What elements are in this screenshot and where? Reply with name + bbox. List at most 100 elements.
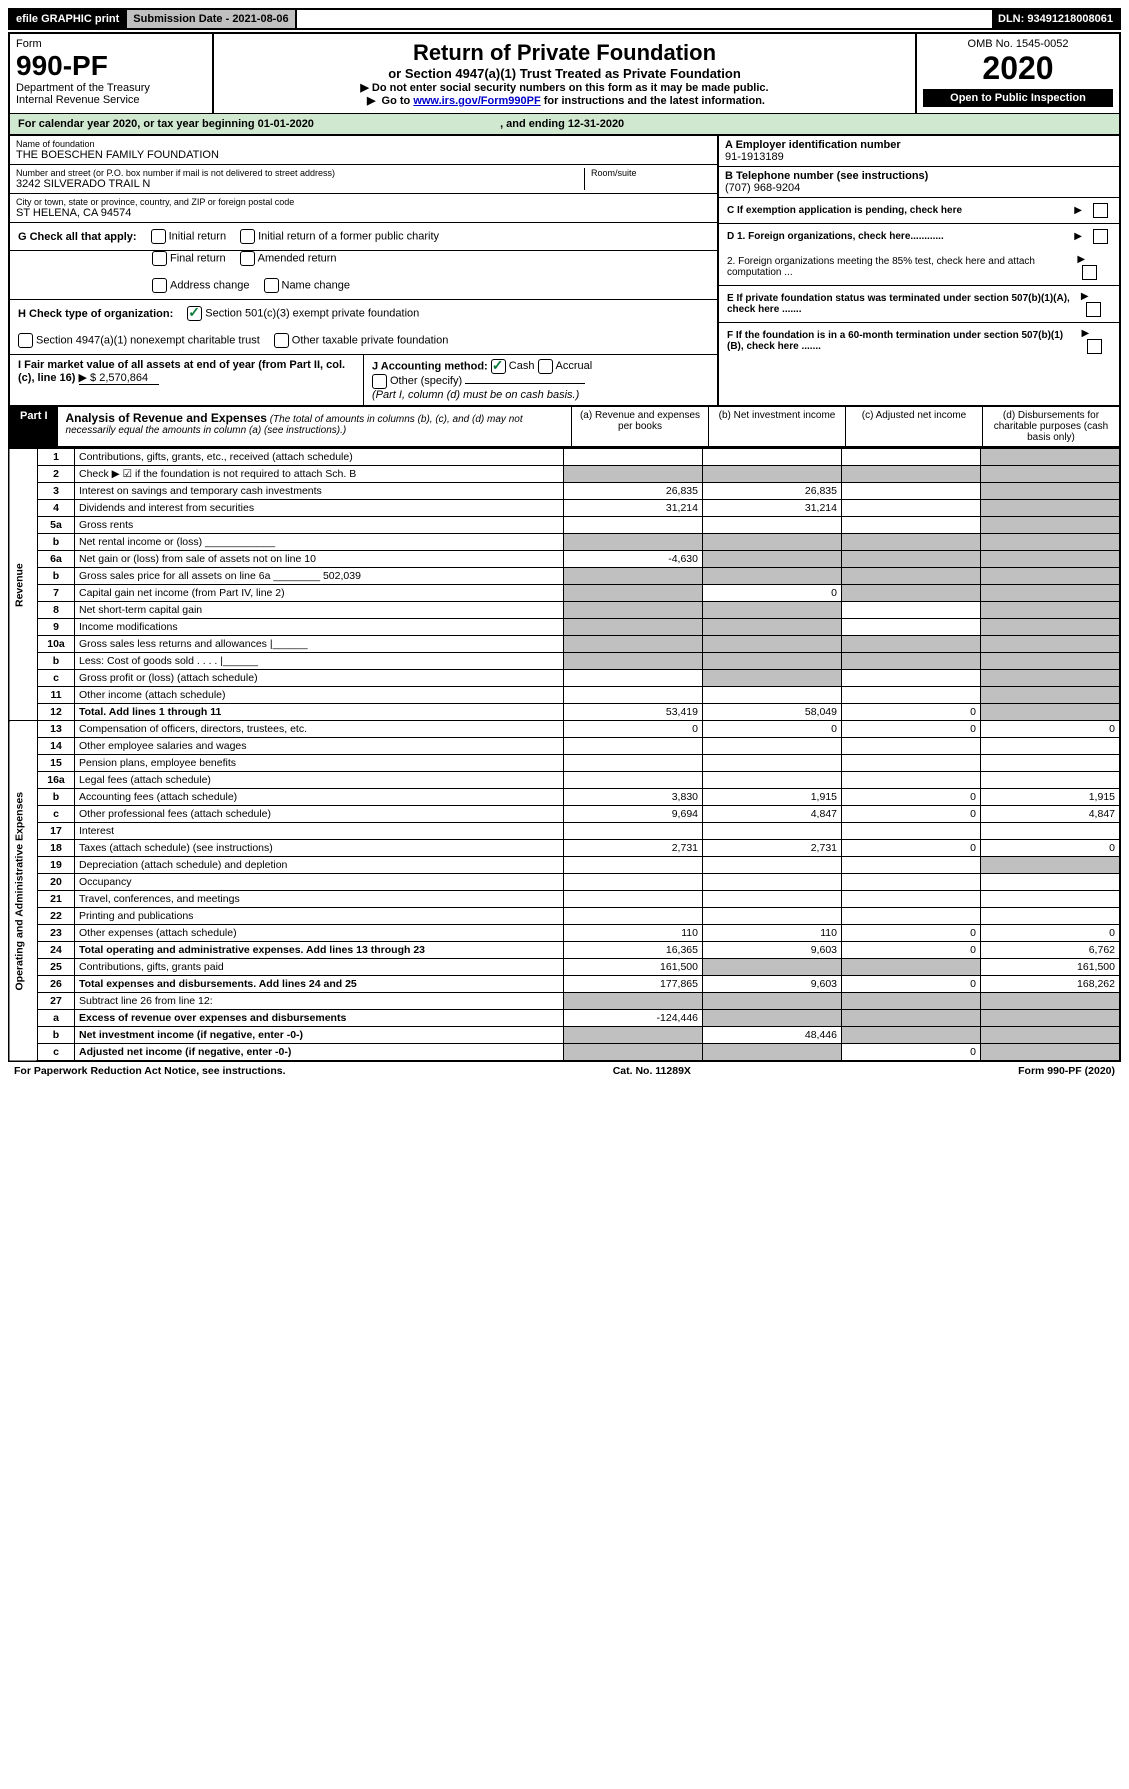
row-desc: Compensation of officers, directors, tru… [75, 721, 564, 738]
cell-c [842, 993, 981, 1010]
d1-label: D 1. Foreign organizations, check here..… [727, 231, 944, 242]
cell-a: 0 [564, 721, 703, 738]
row-desc: Interest on savings and temporary cash i… [75, 483, 564, 500]
cell-a [564, 602, 703, 619]
cb-initial[interactable] [151, 229, 166, 244]
row-desc: Capital gain net income (from Part IV, l… [75, 585, 564, 602]
cell-a [564, 823, 703, 840]
cb-d1[interactable] [1093, 229, 1108, 244]
form-url-link[interactable]: www.irs.gov/Form990PF [413, 95, 540, 107]
ein-label: A Employer identification number [725, 139, 1113, 151]
cell-d [981, 585, 1121, 602]
cell-a [564, 534, 703, 551]
cell-c: 0 [842, 942, 981, 959]
cb-501c3[interactable] [187, 306, 202, 321]
row-number: 22 [38, 908, 75, 925]
row-desc: Adjusted net income (if negative, enter … [75, 1044, 564, 1062]
row-desc: Depreciation (attach schedule) and deple… [75, 857, 564, 874]
cb-other-taxable[interactable] [274, 333, 289, 348]
row-desc: Net investment income (if negative, ente… [75, 1027, 564, 1044]
cb-amended[interactable] [240, 251, 255, 266]
table-row: cGross profit or (loss) (attach schedule… [9, 670, 1120, 687]
header-right: OMB No. 1545-0052 2020 Open to Public In… [915, 34, 1119, 113]
omb-number: OMB No. 1545-0052 [923, 38, 1113, 50]
cell-b [703, 534, 842, 551]
submission-date: Submission Date - 2021-08-06 [127, 10, 296, 28]
row-desc: Gross sales less returns and allowances … [75, 636, 564, 653]
part1-title: Analysis of Revenue and Expenses [66, 411, 267, 425]
row-number: 13 [38, 721, 75, 738]
d2-label: 2. Foreign organizations meeting the 85%… [727, 256, 1074, 278]
cb-name-change[interactable] [264, 278, 279, 293]
row-desc: Less: Cost of goods sold . . . . |______ [75, 653, 564, 670]
cb-other-method[interactable] [372, 374, 387, 389]
cell-a [564, 1044, 703, 1062]
table-row: 25Contributions, gifts, grants paid161,5… [9, 959, 1120, 976]
table-row: 5aGross rents [9, 517, 1120, 534]
entity-block: Name of foundation THE BOESCHEN FAMILY F… [8, 136, 1121, 407]
row-number: 4 [38, 500, 75, 517]
cell-c: 0 [842, 925, 981, 942]
cell-c: 0 [842, 806, 981, 823]
cell-a [564, 449, 703, 466]
row-desc: Subtract line 26 from line 12: [75, 993, 564, 1010]
table-row: 12Total. Add lines 1 through 1153,41958,… [9, 704, 1120, 721]
cell-d [981, 636, 1121, 653]
top-bar: efile GRAPHIC print Submission Date - 20… [8, 8, 1121, 30]
cell-c [842, 534, 981, 551]
cell-d [981, 823, 1121, 840]
cell-a [564, 466, 703, 483]
cb-addr-change[interactable] [152, 278, 167, 293]
cell-a [564, 755, 703, 772]
cb-e[interactable] [1086, 302, 1101, 317]
row-desc: Interest [75, 823, 564, 840]
street-address: 3242 SILVERADO TRAIL N [16, 178, 584, 190]
cell-a: 3,830 [564, 789, 703, 806]
irs-label: Internal Revenue Service [16, 94, 206, 106]
dept-label: Department of the Treasury [16, 82, 206, 94]
row-number: 21 [38, 891, 75, 908]
row-desc: Legal fees (attach schedule) [75, 772, 564, 789]
table-row: 2Check ▶ ☑ if the foundation is not requ… [9, 466, 1120, 483]
row-desc: Total. Add lines 1 through 11 [75, 704, 564, 721]
row-desc: Taxes (attach schedule) (see instruction… [75, 840, 564, 857]
cb-final[interactable] [152, 251, 167, 266]
cb-cash[interactable] [491, 359, 506, 374]
col-a-header: (a) Revenue and expenses per books [571, 407, 708, 446]
year-end: 12-31-2020 [568, 118, 624, 130]
row-number: 12 [38, 704, 75, 721]
table-row: 8Net short-term capital gain [9, 602, 1120, 619]
cell-b: 58,049 [703, 704, 842, 721]
table-row: cAdjusted net income (if negative, enter… [9, 1044, 1120, 1062]
row-desc: Other professional fees (attach schedule… [75, 806, 564, 823]
cell-c [842, 891, 981, 908]
row-number: 15 [38, 755, 75, 772]
cell-d: 0 [981, 721, 1121, 738]
row-number: 1 [38, 449, 75, 466]
cb-f[interactable] [1087, 339, 1102, 354]
cell-a [564, 738, 703, 755]
cb-accrual[interactable] [538, 359, 553, 374]
cb-4947[interactable] [18, 333, 33, 348]
cell-b: 0 [703, 721, 842, 738]
expenses-side-label: Operating and Administrative Expenses [9, 721, 38, 1062]
cell-c [842, 568, 981, 585]
cb-c[interactable] [1093, 203, 1108, 218]
efile-label: efile GRAPHIC print [10, 10, 127, 28]
cell-a [564, 1027, 703, 1044]
cell-c [842, 466, 981, 483]
cb-d2[interactable] [1082, 265, 1097, 280]
col-d-header: (d) Disbursements for charitable purpose… [982, 407, 1119, 446]
ein-value: 91-1913189 [725, 151, 1113, 163]
table-row: 22Printing and publications [9, 908, 1120, 925]
header-center: Return of Private Foundation or Section … [214, 34, 915, 113]
table-row: cOther professional fees (attach schedul… [9, 806, 1120, 823]
cell-a [564, 517, 703, 534]
cell-d [981, 755, 1121, 772]
cell-d [981, 483, 1121, 500]
cell-a [564, 568, 703, 585]
table-row: 26Total expenses and disbursements. Add … [9, 976, 1120, 993]
cell-b [703, 823, 842, 840]
row-number: b [38, 1027, 75, 1044]
cb-initial-former[interactable] [240, 229, 255, 244]
